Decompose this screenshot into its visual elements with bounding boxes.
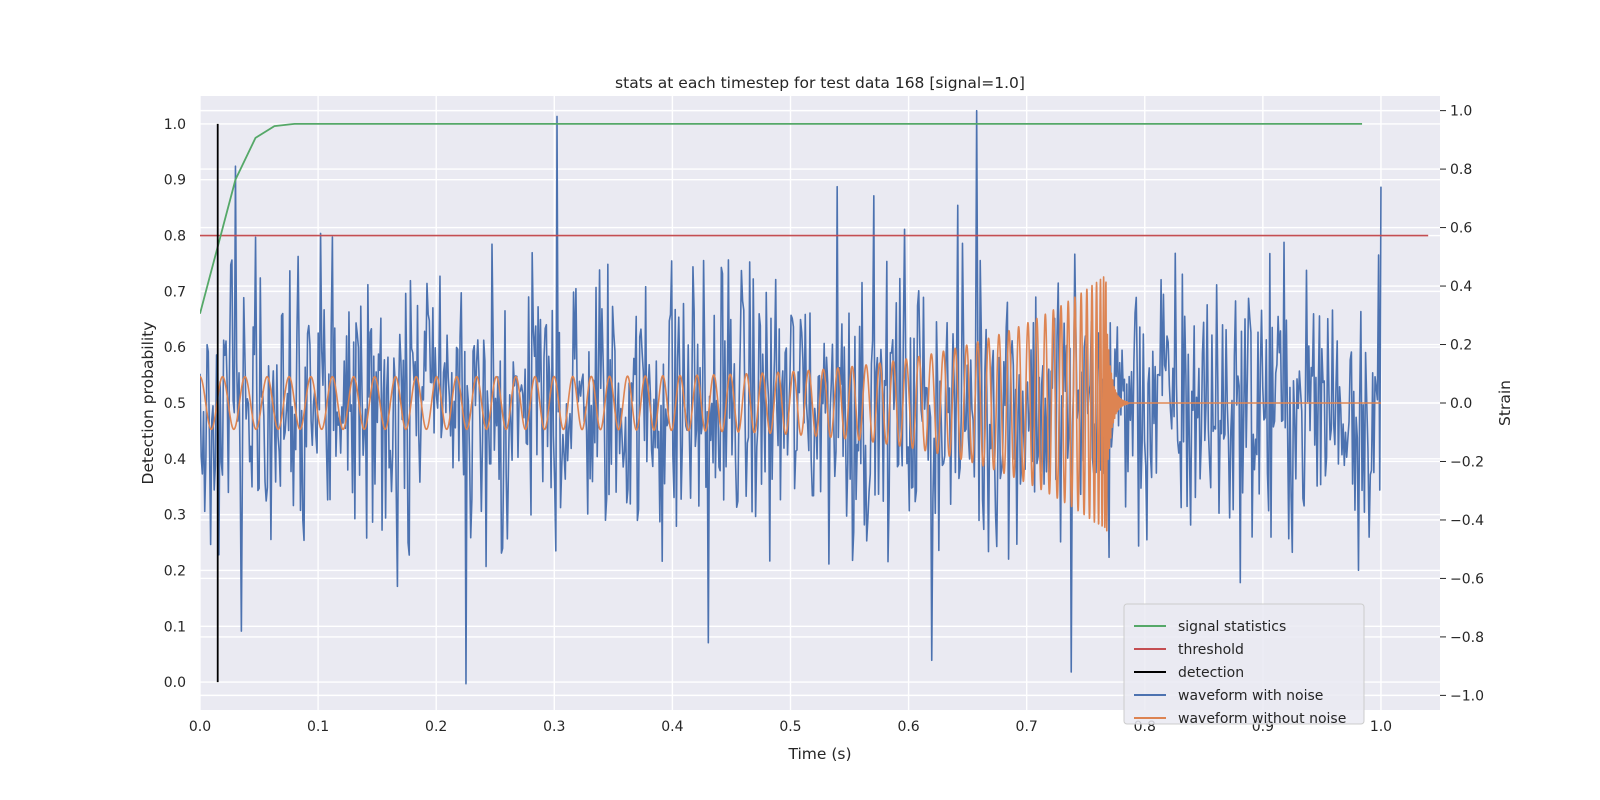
- y-tick-label-left: 1.0: [164, 117, 186, 133]
- legend-label: detection: [1178, 665, 1244, 681]
- x-tick-label: 0.2: [425, 719, 447, 735]
- y-tick-label-right: 0.8: [1450, 162, 1472, 178]
- y-tick-label-left: 0.6: [164, 340, 186, 356]
- legend-label: waveform with noise: [1178, 688, 1323, 704]
- tick-labels: 0.0 0.1 0.2 0.3 0.4 0.5 0.6 0.7 0.8 0.9 1.0 0.0 0.1 0…: [164, 104, 1484, 735]
- y-tick-label-right: 0.4: [1450, 279, 1472, 295]
- y-tick-label-right: −1.0: [1450, 688, 1484, 704]
- y-tick-label-right: 1.0: [1450, 104, 1472, 120]
- y-tick-label-left: 0.0: [164, 675, 186, 691]
- legend-label: signal statistics: [1178, 619, 1286, 635]
- y-tick-label-left: 0.8: [164, 229, 186, 245]
- legend: signal statistics threshold detection wavef…: [1123, 603, 1365, 727]
- x-tick-label: 1.0: [1370, 719, 1392, 735]
- legend-label: waveform without noise: [1178, 711, 1346, 727]
- x-tick-label: 0.6: [897, 719, 919, 735]
- legend-label: threshold: [1178, 642, 1244, 658]
- y-tick-label-right: 0.0: [1450, 396, 1472, 412]
- y-axis-label-right: Strain: [1496, 380, 1514, 426]
- y-tick-label-left: 0.1: [164, 619, 186, 635]
- series-waveform-without-noise: [200, 276, 1382, 532]
- x-tick-label: 0.3: [543, 719, 565, 735]
- y-tick-label-left: 0.5: [164, 396, 186, 412]
- y-tick-label-right: −0.2: [1450, 454, 1484, 470]
- y-axis-label-left: Detection probability: [139, 322, 157, 485]
- x-tick-label: 0.5: [779, 719, 801, 735]
- legend-box: [1123, 603, 1365, 725]
- x-tick-label: 0.4: [661, 719, 683, 735]
- x-axis-label: Time (s): [787, 745, 851, 763]
- y-tick-label-right: 0.6: [1450, 221, 1472, 237]
- y-tick-label-left: 0.7: [164, 284, 186, 300]
- y-tick-label-right: −0.6: [1450, 571, 1484, 587]
- y-tick-label-right: 0.2: [1450, 338, 1472, 354]
- y-tick-label-left: 0.2: [164, 563, 186, 579]
- x-tick-label: 0.0: [189, 719, 211, 735]
- y-tick-label-left: 0.4: [164, 452, 186, 468]
- series-waveform-with-noise: [200, 109, 1382, 685]
- y-tick-label-right: −0.8: [1450, 630, 1484, 646]
- y-tick-label-right: −0.4: [1450, 513, 1484, 529]
- series-signal-statistics: [200, 123, 1363, 314]
- x-tick-label: 0.1: [307, 719, 329, 735]
- x-tick-label: 0.7: [1016, 719, 1038, 735]
- y-tick-label-left: 0.3: [164, 508, 186, 524]
- chart-title: stats at each timestep for test data 168…: [615, 74, 1025, 92]
- series-layer: [200, 109, 1429, 685]
- y-tick-label-left: 0.9: [164, 173, 186, 189]
